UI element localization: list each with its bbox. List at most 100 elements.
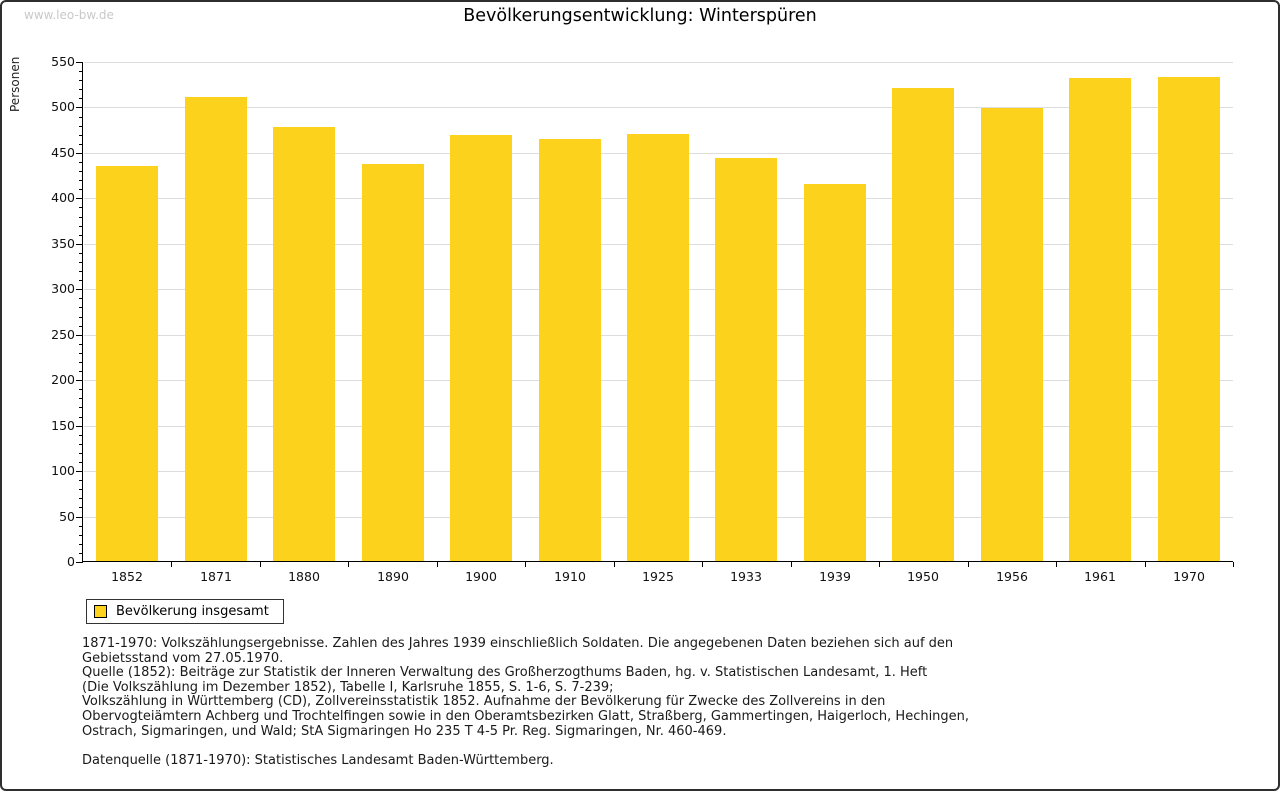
y-axis-tick-label: 0 (67, 554, 75, 569)
bar (981, 108, 1043, 561)
bar (362, 163, 424, 561)
chart-area: 0 50 100 150 200 250 300 350 400 450 500 550 1852 187… (51, 54, 1234, 584)
y-axis-minor-tick (79, 325, 83, 327)
x-axis-tick-label: 1925 (642, 569, 674, 584)
legend-swatch-icon (94, 605, 107, 618)
y-axis-minor-tick (79, 71, 83, 73)
x-axis-tick (1233, 562, 1234, 567)
x-axis-tick-label: 1950 (907, 569, 939, 584)
x-axis-tick-label: 1890 (377, 569, 409, 584)
source-footnotes: 1871-1970: Volkszählungsergebnisse. Zahl… (82, 636, 970, 768)
x-axis-tick-label: 1880 (288, 569, 320, 584)
x-axis-tick (1145, 562, 1146, 567)
y-axis-minor-tick (79, 480, 83, 482)
y-axis-tick-label: 500 (51, 99, 75, 115)
y-axis-minor-tick (79, 371, 83, 373)
y-axis-major-tick (76, 289, 83, 291)
y-axis-minor-tick (79, 262, 83, 263)
x-axis-tick (879, 562, 880, 567)
y-axis-minor-tick (79, 362, 83, 363)
y-axis-tick-label: 150 (51, 417, 75, 433)
y-axis-tick-label: 100 (51, 463, 75, 479)
bar (539, 139, 601, 561)
y-axis-major-tick (76, 243, 83, 245)
x-axis-tick-label: 1956 (996, 569, 1028, 584)
bar (1158, 76, 1220, 561)
x-axis-tick (260, 562, 261, 567)
x-axis-tick (702, 562, 703, 567)
y-axis-major-tick (76, 152, 83, 154)
x-axis-tick (525, 562, 526, 567)
x-axis-tick-label: 1852 (111, 569, 143, 584)
y-axis-tick-label: 350 (51, 235, 75, 251)
y-axis-minor-tick (79, 180, 83, 182)
y-axis-major-tick (76, 334, 83, 336)
bar (715, 158, 777, 561)
x-axis-tick (791, 562, 792, 567)
y-axis-minor-tick (79, 398, 83, 400)
bar (450, 134, 512, 561)
y-axis-minor-tick (79, 162, 83, 163)
y-axis-minor-tick (79, 443, 83, 445)
y-axis-minor-tick (79, 171, 83, 173)
y-axis-major-tick (76, 380, 83, 382)
bar (804, 183, 866, 561)
y-axis-minor-tick (79, 498, 83, 500)
bar (1069, 78, 1131, 561)
y-axis-major-tick (76, 425, 83, 427)
bar (96, 165, 158, 561)
x-axis-tick (614, 562, 615, 567)
y-axis-minor-tick (79, 552, 83, 554)
y-axis-minor-tick (79, 234, 83, 236)
chart-title: Bevölkerungsentwicklung: Winterspüren (463, 6, 817, 26)
x-axis-tick-label: 1933 (730, 569, 762, 584)
y-axis-tick-label: 300 (51, 281, 75, 297)
y-axis-minor-tick (79, 507, 83, 509)
legend-box: Bevölkerung insgesamt (86, 599, 284, 624)
y-axis-minor-tick (79, 98, 83, 100)
y-axis-major-tick (76, 471, 83, 473)
y-axis-minor-tick (79, 307, 83, 309)
y-axis-minor-tick (79, 316, 83, 318)
y-axis-minor-tick (79, 525, 83, 527)
y-axis-tick-label: 550 (51, 54, 75, 69)
x-axis-tick-label: 1970 (1173, 569, 1205, 584)
x-axis-tick (437, 562, 438, 567)
bar (627, 133, 689, 561)
y-axis-minor-tick (79, 189, 83, 191)
y-axis-major-tick (76, 62, 83, 63)
y-axis-minor-tick (79, 543, 83, 545)
y-axis-minor-tick (79, 216, 83, 218)
gridline (84, 107, 1233, 109)
y-axis-minor-tick (79, 434, 83, 436)
y-axis-minor-tick (79, 116, 83, 118)
y-axis-tick-label: 450 (51, 144, 75, 160)
y-axis-tick-label: 200 (51, 372, 75, 388)
y-axis-minor-tick (79, 462, 83, 463)
y-axis-minor-tick (79, 125, 83, 127)
bar (273, 126, 335, 561)
plot-area: 0 50 100 150 200 250 300 350 400 450 500 550 1852 187… (51, 54, 1234, 584)
site-watermark: www.leo-bw.de (24, 8, 114, 22)
y-axis-minor-tick (79, 298, 83, 300)
y-axis-major-tick (76, 562, 83, 563)
y-axis-minor-tick (79, 407, 83, 409)
y-axis-minor-tick (79, 489, 83, 491)
y-axis-major-tick (76, 107, 83, 109)
x-axis-tick (968, 562, 969, 567)
x-axis-tick (348, 562, 349, 567)
y-axis-minor-tick (79, 352, 83, 354)
y-axis-minor-tick (79, 280, 83, 282)
bar (185, 96, 247, 561)
y-axis-tick-label: 50 (59, 508, 75, 524)
x-axis-tick-label: 1939 (819, 569, 851, 584)
y-axis-minor-tick (79, 389, 83, 391)
y-axis-tick-label: 250 (51, 326, 75, 342)
y-axis-minor-tick (79, 207, 83, 209)
y-axis-minor-tick (79, 143, 83, 145)
y-axis-minor-tick (79, 416, 83, 418)
y-axis-minor-tick (79, 343, 83, 345)
x-axis-tick-label: 1961 (1084, 569, 1116, 584)
y-axis-minor-tick (79, 80, 83, 82)
